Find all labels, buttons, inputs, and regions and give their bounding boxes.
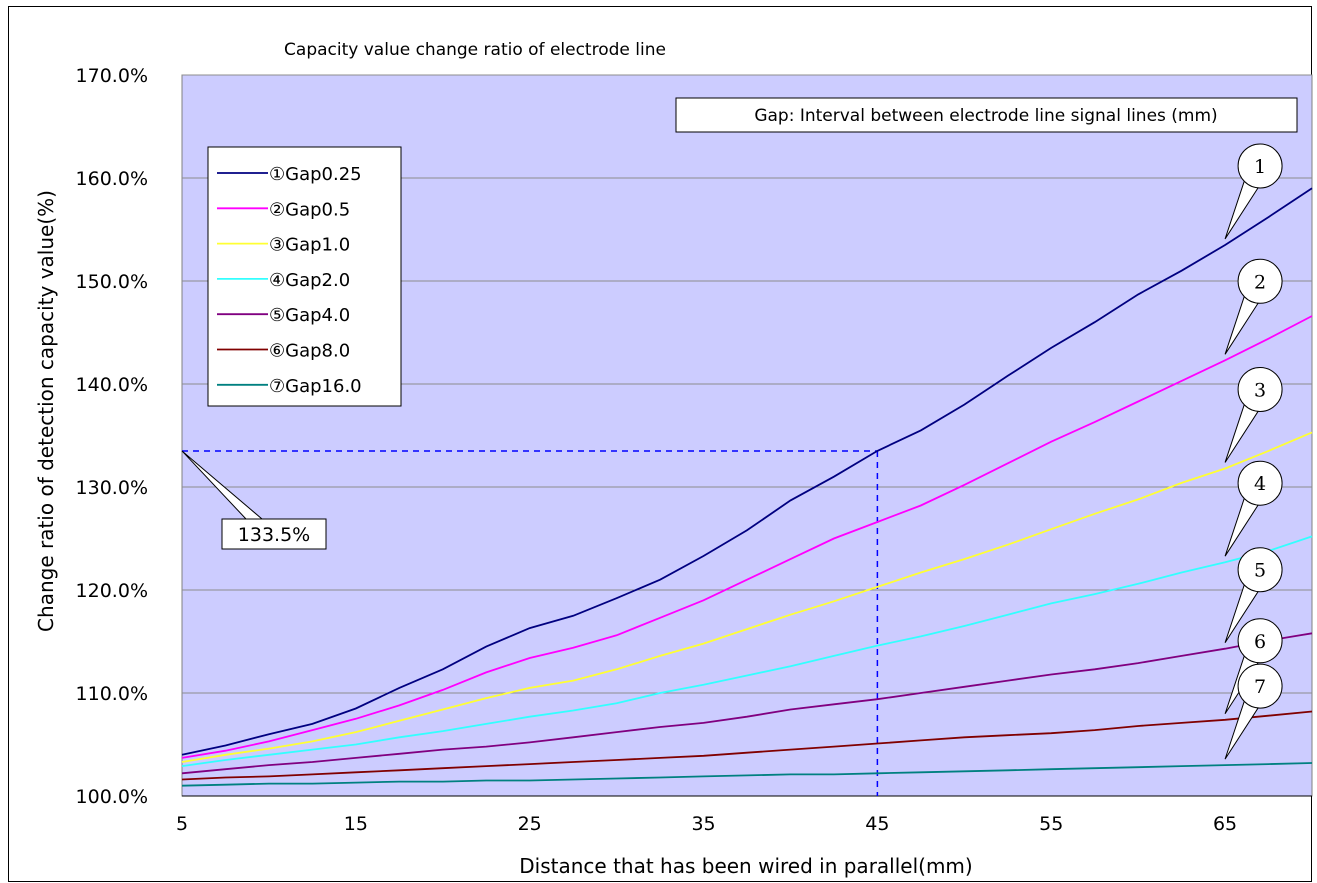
curve-label-number: 6 <box>1254 631 1266 653</box>
legend-entry: ⑤Gap4.0 <box>269 305 350 326</box>
callout-value: 133.5% <box>238 524 310 546</box>
series-line <box>181 187 1313 756</box>
chart-title: Capacity value change ratio of electrode… <box>284 40 666 60</box>
curve-label-number: 2 <box>1254 271 1266 293</box>
series-line <box>181 535 1313 767</box>
x-tick-label: 25 <box>518 813 542 835</box>
legend-entry: ③Gap1.0 <box>269 235 350 256</box>
y-tick-label: 150.0% <box>76 271 148 293</box>
series-lines <box>181 187 1313 787</box>
legend-entry: ②Gap0.5 <box>269 199 350 220</box>
x-tick-label: 35 <box>691 813 715 835</box>
curve-label: 2 <box>1224 258 1283 355</box>
gap-definition-box: Gap: Interval between electrode line sig… <box>675 97 1298 133</box>
curve-label: 5 <box>1224 547 1283 643</box>
y-tick-label: 100.0% <box>76 786 148 808</box>
gap-definition-text: Gap: Interval between electrode line sig… <box>754 106 1217 126</box>
curve-label: 4 <box>1224 460 1283 557</box>
y-tick-label: 160.0% <box>76 168 148 190</box>
curve-label: 1 <box>1224 143 1283 240</box>
y-axis-ticks: 100.0% 110.0% 120.0% 130.0% 140.0% 150.0% 160.… <box>76 65 148 808</box>
series-line <box>181 431 1313 763</box>
x-tick-label: 15 <box>344 813 368 835</box>
legend-entry: ①Gap0.25 <box>269 164 362 185</box>
y-tick-label: 170.0% <box>76 65 148 87</box>
legend: ①Gap0.25 ②Gap0.5 ③Gap1.0 ④Gap2.0 ⑤Gap4.0 ⑥Gap… <box>207 146 402 407</box>
legend-entry: ⑦Gap16.0 <box>269 376 362 397</box>
x-tick-label: 65 <box>1213 813 1237 835</box>
callout: 133.5% <box>221 518 327 550</box>
x-tick-label: 45 <box>865 813 889 835</box>
series-line <box>181 315 1313 759</box>
legend-entry: ④Gap2.0 <box>269 270 350 291</box>
series-line <box>181 632 1313 775</box>
series-line <box>181 762 1313 787</box>
series-line <box>181 710 1313 781</box>
curve-label-number: 4 <box>1254 473 1266 495</box>
y-axis-label: Change ratio of detection capacity value… <box>34 190 58 632</box>
y-tick-label: 130.0% <box>76 477 148 499</box>
curve-label-number: 1 <box>1254 156 1266 178</box>
curve-label: 3 <box>1224 366 1283 463</box>
curve-label-number: 7 <box>1254 676 1266 698</box>
y-tick-label: 120.0% <box>76 580 148 602</box>
legend-entry: ⑥Gap8.0 <box>269 341 350 362</box>
x-axis-label: Distance that has been wired in parallel… <box>519 854 972 878</box>
curve-label-number: 3 <box>1254 379 1266 401</box>
x-tick-label: 5 <box>176 813 188 835</box>
x-axis-ticks: 5 15 25 35 45 55 65 <box>176 813 1237 835</box>
curve-labels: 1 2 3 4 5 6 7 <box>1224 143 1283 760</box>
y-tick-label: 110.0% <box>76 683 148 705</box>
y-tick-label: 140.0% <box>76 374 148 396</box>
curve-label-number: 5 <box>1254 560 1266 582</box>
curve-label: 7 <box>1224 663 1283 760</box>
x-tick-label: 55 <box>1039 813 1063 835</box>
